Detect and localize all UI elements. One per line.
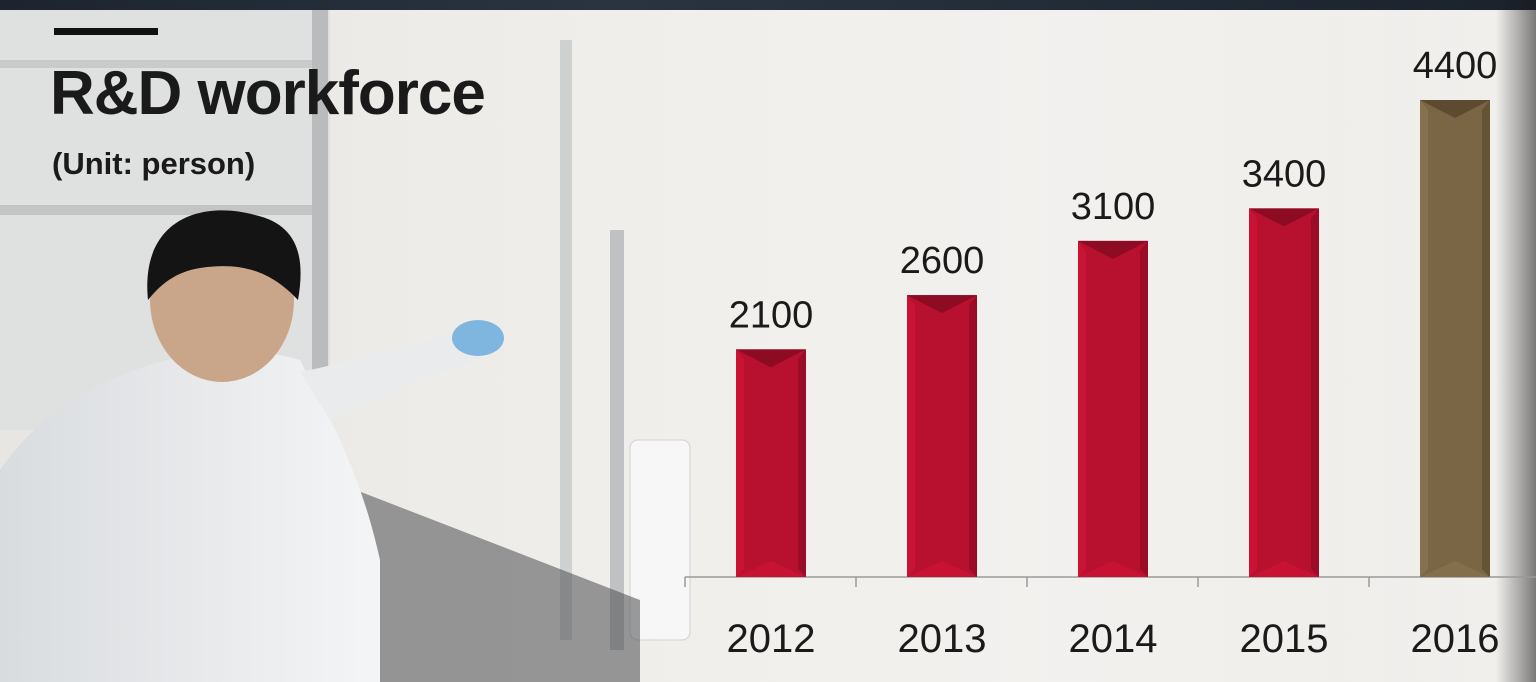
bar-body: [1249, 208, 1319, 577]
title-accent-rule: [54, 28, 158, 35]
category-label: 2014: [1069, 617, 1158, 661]
bar-right-bevel: [969, 295, 977, 577]
bar-2012: [736, 349, 806, 577]
lab-coat-shape: [0, 351, 380, 682]
shelf-shape: [0, 60, 320, 68]
bar-2016: [1420, 100, 1490, 577]
value-label: 3100: [1071, 186, 1156, 228]
bar-left-bevel: [736, 349, 744, 577]
category-label: 2012: [727, 617, 816, 661]
arm-shape: [300, 330, 480, 420]
bar-right-bevel: [1140, 240, 1148, 577]
value-label: 3400: [1242, 153, 1327, 195]
bench-shape: [330, 480, 640, 682]
bar-right-bevel: [798, 349, 806, 577]
bar-2014: [1078, 240, 1148, 577]
rod-shape: [560, 40, 572, 640]
value-label: 4400: [1413, 45, 1498, 87]
category-label: 2015: [1240, 617, 1329, 661]
bar-right-bevel: [1482, 100, 1490, 577]
glove-shape: [452, 320, 504, 356]
bar-body: [1078, 240, 1148, 577]
bar-right-bevel: [1311, 208, 1319, 577]
bar-bottom-bevel: [736, 561, 806, 577]
bar-top-bevel: [1249, 208, 1319, 227]
value-label: 2100: [729, 294, 814, 336]
bar-top-bevel: [1078, 240, 1148, 259]
bar-bottom-bevel: [1078, 561, 1148, 577]
rod-shape: [610, 230, 624, 650]
bar-bottom-bevel: [1420, 561, 1490, 577]
bar-top-bevel: [1420, 100, 1490, 118]
bar-left-bevel: [1078, 240, 1086, 577]
bar-bottom-bevel: [907, 561, 977, 577]
category-label: 2016: [1411, 617, 1500, 661]
bar-bottom-bevel: [1249, 561, 1319, 577]
bar-top-bevel: [736, 349, 806, 368]
bar-body: [1420, 100, 1490, 577]
bar-body: [736, 349, 806, 577]
hair-shape: [147, 210, 301, 300]
bar-body: [907, 295, 977, 577]
page-title: R&D workforce: [50, 59, 486, 128]
category-label: 2013: [898, 617, 987, 661]
bar-top-bevel: [907, 295, 977, 314]
shelf-shape: [0, 205, 320, 215]
bar-left-bevel: [1249, 208, 1257, 577]
bar-2013: [907, 295, 977, 577]
unit-subtitle: (Unit: person): [52, 146, 256, 181]
bar-left-bevel: [907, 295, 915, 577]
bar-left-bevel: [1420, 100, 1428, 577]
bar-2015: [1249, 208, 1319, 577]
value-label: 2600: [900, 240, 985, 282]
chart-marks: 2100 2012 2600 2013 3100 2014 3400 2015 4400 2016: [684, 45, 1536, 661]
top-dark-band: [0, 0, 1536, 10]
right-dark-edge: [1496, 0, 1536, 682]
